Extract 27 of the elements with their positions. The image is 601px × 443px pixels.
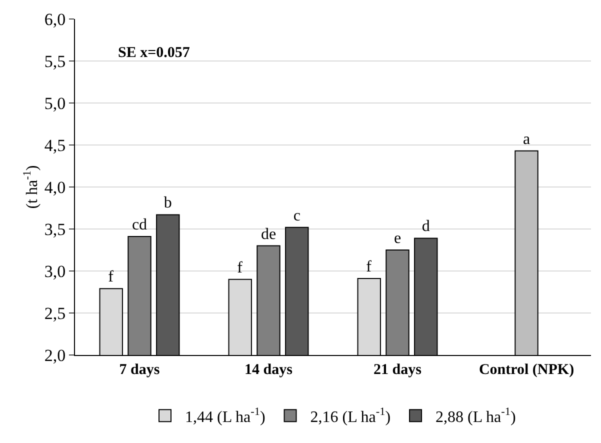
x-tick-label: 21 days — [374, 362, 422, 378]
data-label: de — [260, 226, 276, 243]
x-tick-label: 14 days — [244, 362, 293, 378]
data-label: c — [293, 207, 300, 224]
y-tick-label: 6,0 — [44, 10, 66, 29]
data-label: f — [108, 268, 114, 286]
y-tick-label: 3,5 — [44, 220, 66, 239]
data-label: a — [522, 130, 530, 148]
y-tick-label: 5,0 — [44, 94, 66, 113]
legend-label: 1,44 (L ha$^{-1}$) — [185, 406, 266, 426]
data-label: cd — [132, 216, 148, 234]
legend-label: 2,16 (L ha$^{-1}$) — [310, 406, 391, 426]
data-label: f — [366, 258, 372, 276]
data-label: b — [164, 194, 172, 212]
x-tick-label: Control (NPK) — [478, 362, 574, 378]
annotation: SE x=0.057 — [118, 45, 190, 61]
data-label: e — [394, 230, 402, 247]
y-tick-label: 4,0 — [44, 178, 66, 197]
legend-label: 2,88 (L ha$^{-1}$) — [436, 406, 516, 426]
data-label: d — [422, 218, 430, 236]
x-tick-label: 7 days — [119, 362, 160, 378]
y-tick-label: 3,0 — [44, 262, 66, 281]
y-tick-label: 2,0 — [44, 346, 66, 365]
data-label: f — [237, 259, 244, 276]
y-tick-label: 2,5 — [44, 304, 66, 323]
y-tick-label: 4,5 — [44, 136, 66, 155]
y-tick-label: 5,5 — [44, 52, 66, 71]
